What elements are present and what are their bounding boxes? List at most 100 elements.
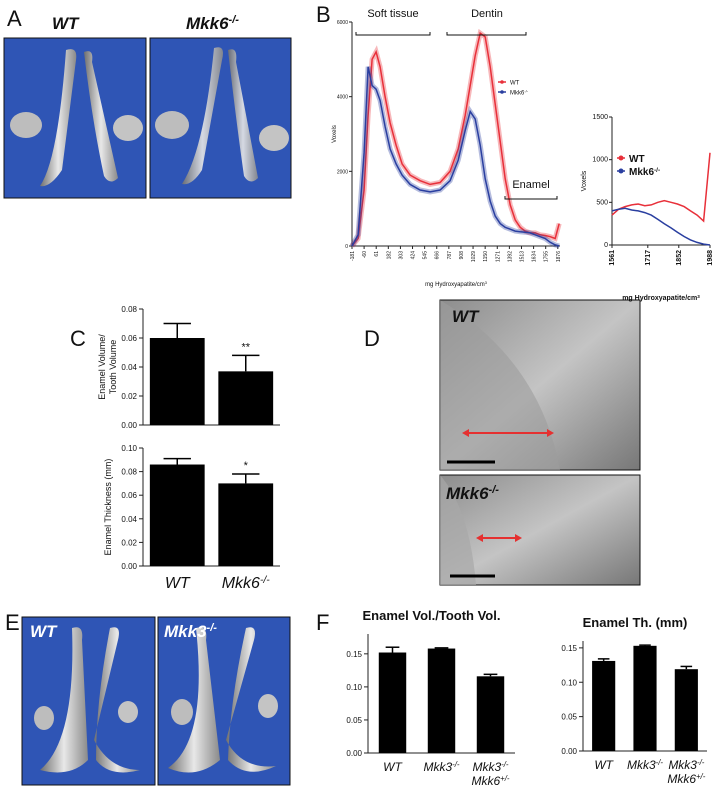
y-tick-label: 0.06 [121,334,137,343]
panel-a-image [149,37,292,199]
legend-marker [618,155,624,161]
x-tick-label: WT [165,575,191,592]
x-tick-label: WT [594,758,614,772]
bar [378,652,407,753]
x-tick-label: 1029 [471,251,477,262]
chart-title: Enamel Th. (mm) [583,615,688,630]
y-tick-label: 0.00 [346,749,362,758]
panel-d-image [439,474,641,586]
image-label: WT [452,307,480,326]
x-tick-label: 545 [423,251,429,260]
y-tick-label: 0.05 [346,716,362,725]
x-tick-label: 182 [386,251,392,260]
panel-e-image [21,616,156,786]
panel-label: A [7,6,22,31]
y-axis-label: Tooth Volume [108,340,118,395]
bar [427,648,456,753]
panel-label: D [364,326,380,351]
annotation-bracket [446,32,527,36]
bar [218,371,274,425]
panel-e-image [157,616,291,786]
bar [476,676,505,753]
x-tick-label: 666 [435,251,441,260]
y-axis-label: Enamel Volume/ [97,334,107,400]
y-tick-label: 0.10 [346,683,362,692]
y-tick-label: 0.00 [121,421,137,430]
x-tick-label: Mkk3-/- [423,760,459,775]
annotation: Dentin [471,8,503,20]
y-tick-label: 0.00 [561,747,577,756]
y-tick-label: 0.10 [561,678,577,687]
legend-marker [618,168,624,174]
legend-marker [500,90,504,94]
x-tick-label: 908 [459,251,465,260]
y-tick-label: 0.15 [346,650,362,659]
x-tick-label: 61 [374,251,380,257]
x-axis-label: mg Hydroxyapatite/cm3 [622,294,700,303]
legend-label: Mkk6-/- [629,167,660,179]
annotation: Soft tissue [367,8,418,20]
x-tick-label: 424 [411,251,417,260]
x-tick-label: 303 [398,251,404,260]
annotation-bracket [504,196,558,200]
image-label: Mkk6-/- [446,484,499,503]
x-tick-label: WT [383,760,403,774]
legend-label: Mkk6-/- [510,88,529,97]
bar [674,669,698,751]
image-label: Mkk3-/- [164,622,217,641]
panel-label: C [70,326,86,351]
x-tick-label: 1876 [556,251,562,262]
x-tick-label: 1561 [609,250,616,266]
x-tick-label: -60 [362,251,368,258]
x-tick-label: 1852 [676,250,683,266]
y-tick-label: 0.05 [561,713,577,722]
x-tick-label: 1150 [483,251,489,262]
x-tick-label: 1634 [532,251,538,262]
series-line [351,66,560,247]
bar [149,338,205,425]
annotation: Enamel [512,179,549,191]
x-tick-label: 1755 [544,251,550,262]
y-tick-label: 500 [596,199,608,206]
x-tick-label: 787 [447,251,453,260]
x-tick-label: Mkk6-/- [222,575,271,593]
x-tick-label: 1988 [707,250,713,266]
y-tick-label: 0 [604,242,608,249]
y-tick-label: 0.02 [121,538,137,547]
panel-label: E [5,610,20,635]
legend-label: WT [510,81,520,87]
bar [218,483,274,566]
panel-a-image [3,37,147,199]
legend-label: WT [629,154,645,165]
legend-marker [500,80,504,84]
y-tick-label: 1000 [592,157,608,164]
panel-d-image [439,299,641,471]
x-axis-label: mg Hydroxyapatite/cm3 [425,280,487,289]
y-axis-label: Enamel Thickness (mm) [103,459,113,556]
significance: ** [241,341,250,353]
bar [592,660,616,751]
y-tick-label: 6000 [337,20,348,26]
x-tick-label: Mkk3-/-Mkk6+/- [667,758,705,786]
x-tick-label: 1717 [645,250,652,266]
series-line [611,152,711,223]
y-tick-label: 0.08 [121,468,137,477]
y-axis-label: Voxels [332,125,338,143]
panel-label: B [316,2,331,27]
image-label: WT [52,14,80,33]
y-axis-label: Voxels [581,170,588,191]
y-tick-label: 0.06 [121,491,137,500]
x-tick-label: Mkk3-/- [627,758,663,773]
y-tick-label: 0.08 [121,305,137,314]
y-tick-label: 0.04 [121,363,137,372]
image-label: Mkk6-/- [186,14,239,33]
x-tick-label: Mkk3-/-Mkk6+/- [472,760,510,788]
series-line [611,207,711,246]
y-tick-label: 0 [345,244,348,250]
x-tick-label: 1271 [495,251,501,262]
panel-label: F [316,610,329,635]
annotation-bracket [355,32,431,36]
y-tick-label: 0.04 [121,515,137,524]
y-tick-label: 0.10 [121,444,137,453]
